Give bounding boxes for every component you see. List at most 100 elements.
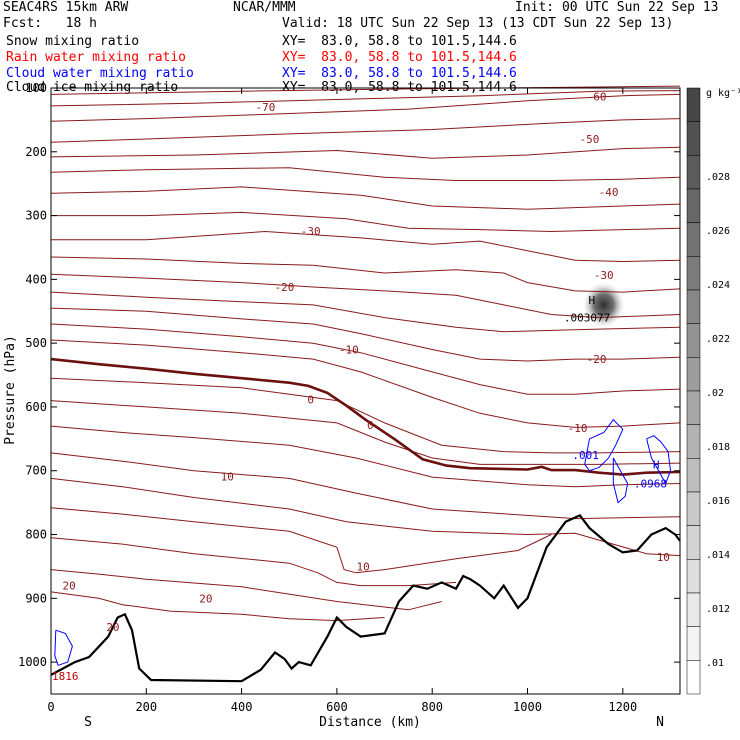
y-tick-label-0: 100 (25, 81, 47, 95)
annotation-0: H (589, 294, 596, 307)
isotherm-line-12 (50, 307, 681, 362)
x-tick-label-6: 1200 (608, 700, 637, 714)
isotherm-line-13 (50, 323, 681, 395)
colorbar-label-3: .016 (706, 496, 730, 507)
contour-label-8: -10 (339, 344, 359, 357)
x-tick-label-1: 200 (135, 700, 157, 714)
forecast-hour: Fcst: 18 h (3, 16, 97, 31)
colorbar-swatch-14 (686, 559, 701, 594)
organization-label: NCAR/MMM (233, 0, 296, 15)
contour-label-9: -10 (568, 422, 588, 435)
y-tick-label-8: 900 (25, 591, 47, 605)
isotherm-line-21 (50, 537, 457, 587)
colorbar-swatch-15 (686, 592, 701, 627)
annotation-3: H (653, 458, 660, 471)
contour-label-13: 10 (356, 560, 369, 573)
field-xy-cloud-water: XY= 83.0, 58.8 to 101.5,144.6 (282, 66, 517, 81)
colorbar-swatch-3 (686, 188, 701, 223)
colorbar-swatch-11 (686, 458, 701, 493)
x-tick-label-4: 800 (421, 700, 443, 714)
contour-label-6: -20 (275, 281, 295, 294)
init-time: Init: 00 UTC Sun 22 Sep 13 (515, 0, 719, 15)
isotherm-line-6 (50, 186, 681, 210)
colorbar-label-9: .028 (706, 172, 730, 183)
y-tick-label-4: 500 (25, 336, 47, 350)
colorbar-swatch-16 (686, 626, 701, 661)
contour-label-0: -70 (255, 101, 275, 114)
colorbar-label-1: .012 (706, 604, 730, 615)
terrain-line (50, 514, 681, 683)
contour-labels: -70 -60 -50 -40 -30 -30 -20 -20 -10 -10 0 0 10 10 10 20… (52, 90, 670, 683)
freezing-level-line (50, 357, 681, 476)
colorbar-swatch-4 (686, 222, 701, 257)
isotherm-line-4 (50, 146, 681, 159)
contour-label-14: 10 (657, 551, 670, 564)
terrain-profile (50, 514, 681, 683)
isotherm-line-14 (50, 339, 681, 428)
colorbar: .01 .012 .014 .016 .018 .02 .022 .024 .026 .028 (686, 87, 730, 695)
x-axis-label: Distance (km) (319, 715, 421, 730)
colorbar-swatch-13 (686, 525, 701, 560)
annotations: H .003077 .001 H .0968 (564, 294, 667, 491)
isotherm-line-9 (50, 256, 681, 293)
north-end-label: N (656, 715, 664, 730)
contour-label-12: 10 (221, 470, 234, 483)
freezing-level-contour (50, 357, 681, 476)
contour-label-10: 0 (307, 393, 314, 406)
contour-label-18: 1816 (52, 670, 79, 683)
colorbar-swatch-7 (686, 323, 701, 358)
y-tick-label-6: 700 (25, 464, 47, 478)
isotherm-line-18 (50, 452, 681, 520)
colorbar-swatch-8 (686, 357, 701, 392)
isotherm-line-10 (50, 273, 681, 319)
cloud-water-contours (54, 418, 672, 666)
cloud-water-contour-0 (584, 418, 624, 472)
contour-label-1: -60 (587, 90, 607, 103)
annotation-1: .003077 (564, 312, 610, 325)
colorbar-swatch-17 (686, 660, 701, 695)
isotherm-line-23 (50, 591, 385, 622)
isotherm-line-20 (50, 507, 552, 574)
x-tick-label-2: 400 (231, 700, 253, 714)
isotherm-line-7 (51, 211, 681, 233)
y-tick-label-2: 300 (25, 209, 47, 223)
y-tick-label-9: 1000 (18, 655, 47, 669)
y-tick-label-7: 800 (25, 528, 47, 542)
isotherm-line-5 (50, 167, 681, 181)
isotherm-line-17 (50, 425, 681, 488)
colorbar-label-6: .022 (706, 334, 730, 345)
south-end-label: S (84, 715, 92, 730)
y-tick-label-1: 200 (25, 145, 47, 159)
model-title: SEAC4RS 15km ARW (3, 0, 129, 15)
colorbar-label-7: .024 (706, 280, 730, 291)
colorbar-swatch-1 (686, 121, 701, 156)
colorbar-swatch-5 (686, 256, 701, 291)
colorbar-swatch-2 (686, 155, 701, 190)
contour-label-4: -30 (301, 225, 321, 238)
y-tick-label-5: 600 (25, 400, 47, 414)
contour-label-3: -40 (599, 186, 619, 199)
valid-time: Valid: 18 UTC Sun 22 Sep 13 (13 CDT Sun … (282, 16, 674, 31)
colorbar-swatch-6 (686, 289, 701, 324)
colorbar-swatch-10 (686, 424, 701, 459)
annotation-4: .0968 (634, 477, 667, 490)
colorbar-swatch-0 (686, 87, 701, 122)
field-xy-snow: XY= 83.0, 58.8 to 101.5,144.6 (282, 34, 517, 49)
y-axis-label: Pressure (hPa) (3, 335, 18, 445)
plot-frame (50, 87, 681, 695)
colorbar-units: g kg⁻¹ (706, 88, 740, 99)
isotherm-line-0 (50, 85, 681, 95)
cloud-water-contour-3 (54, 629, 73, 666)
isotherm-line-2 (50, 93, 681, 122)
isotherm-line-3 (50, 118, 681, 143)
cloud-water-contour-2 (612, 457, 629, 504)
field-label-snow: Snow mixing ratio (6, 34, 140, 49)
contour-label-11: 0 (367, 419, 374, 432)
colorbar-label-4: .018 (706, 442, 730, 453)
x-tick-label-3: 600 (326, 700, 348, 714)
field-xy-rain: XY= 83.0, 58.8 to 101.5,144.6 (282, 50, 517, 65)
isotherm-line-19 (50, 477, 681, 557)
contour-label-15: 20 (62, 580, 75, 593)
